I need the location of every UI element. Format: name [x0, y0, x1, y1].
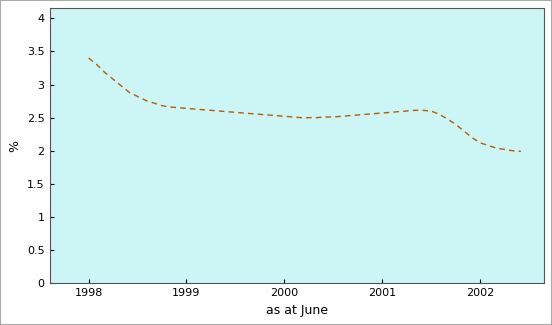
Y-axis label: %: % — [8, 140, 22, 152]
X-axis label: as at June: as at June — [266, 304, 327, 317]
